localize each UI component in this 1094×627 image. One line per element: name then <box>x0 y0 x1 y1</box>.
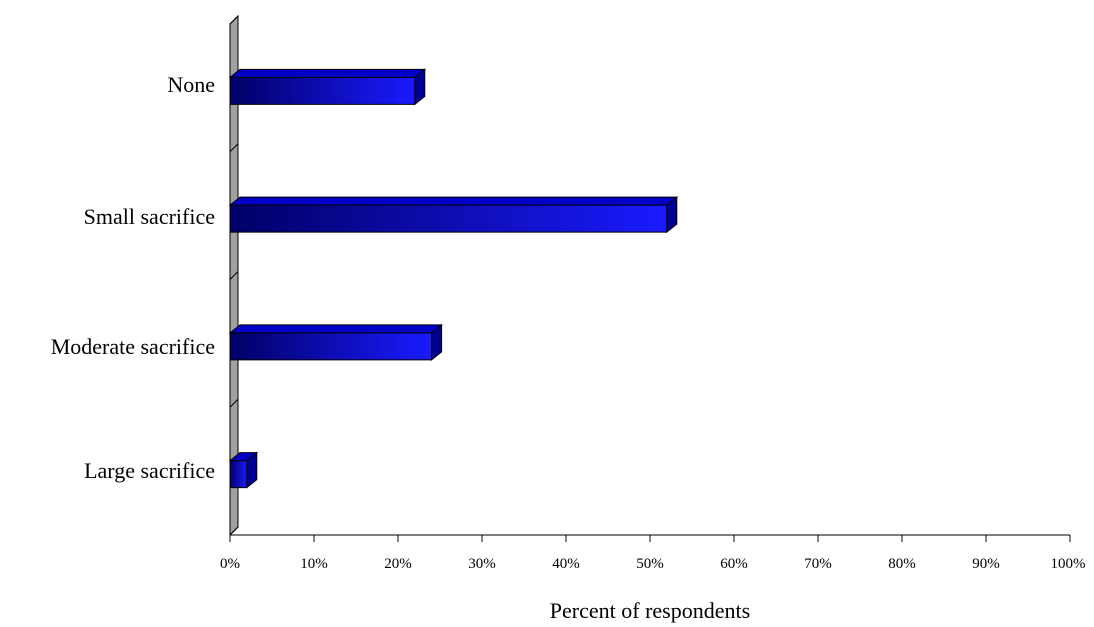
bar <box>230 453 257 488</box>
bar-front <box>230 77 415 104</box>
x-tick-label: 40% <box>552 556 580 572</box>
category-label: Moderate sacrifice <box>51 334 215 359</box>
x-tick-label: 70% <box>804 556 832 572</box>
bars <box>230 69 677 487</box>
x-tick-label: 100% <box>1051 556 1086 572</box>
bar-front <box>230 205 667 232</box>
x-tick-label: 90% <box>972 556 1000 572</box>
category-label: Small sacrifice <box>84 204 215 229</box>
category-label: None <box>167 72 215 97</box>
bar-top <box>230 69 425 77</box>
bar-top <box>230 325 442 333</box>
x-tick-labels: 0% 10% 20% 30% 40% 50% 60% 70% 80% 90% 1… <box>220 556 1086 572</box>
x-tick-label: 50% <box>636 556 664 572</box>
x-tick-label: 60% <box>720 556 748 572</box>
bar-front <box>230 333 432 360</box>
bar <box>230 325 442 360</box>
x-tick-label: 80% <box>888 556 916 572</box>
category-labels: None Small sacrifice Moderate sacrifice … <box>51 72 215 483</box>
x-tick-label: 10% <box>300 556 328 572</box>
x-tick-label: 30% <box>468 556 496 572</box>
category-label: Large sacrifice <box>84 458 215 483</box>
x-tick-label: 0% <box>220 556 240 572</box>
bar <box>230 69 425 104</box>
bar <box>230 197 677 232</box>
x-tick-label: 20% <box>384 556 412 572</box>
x-axis-ticks <box>230 535 1070 542</box>
bar-top <box>230 197 677 205</box>
bar-front <box>230 461 247 488</box>
x-axis-title: Percent of respondents <box>550 598 750 623</box>
